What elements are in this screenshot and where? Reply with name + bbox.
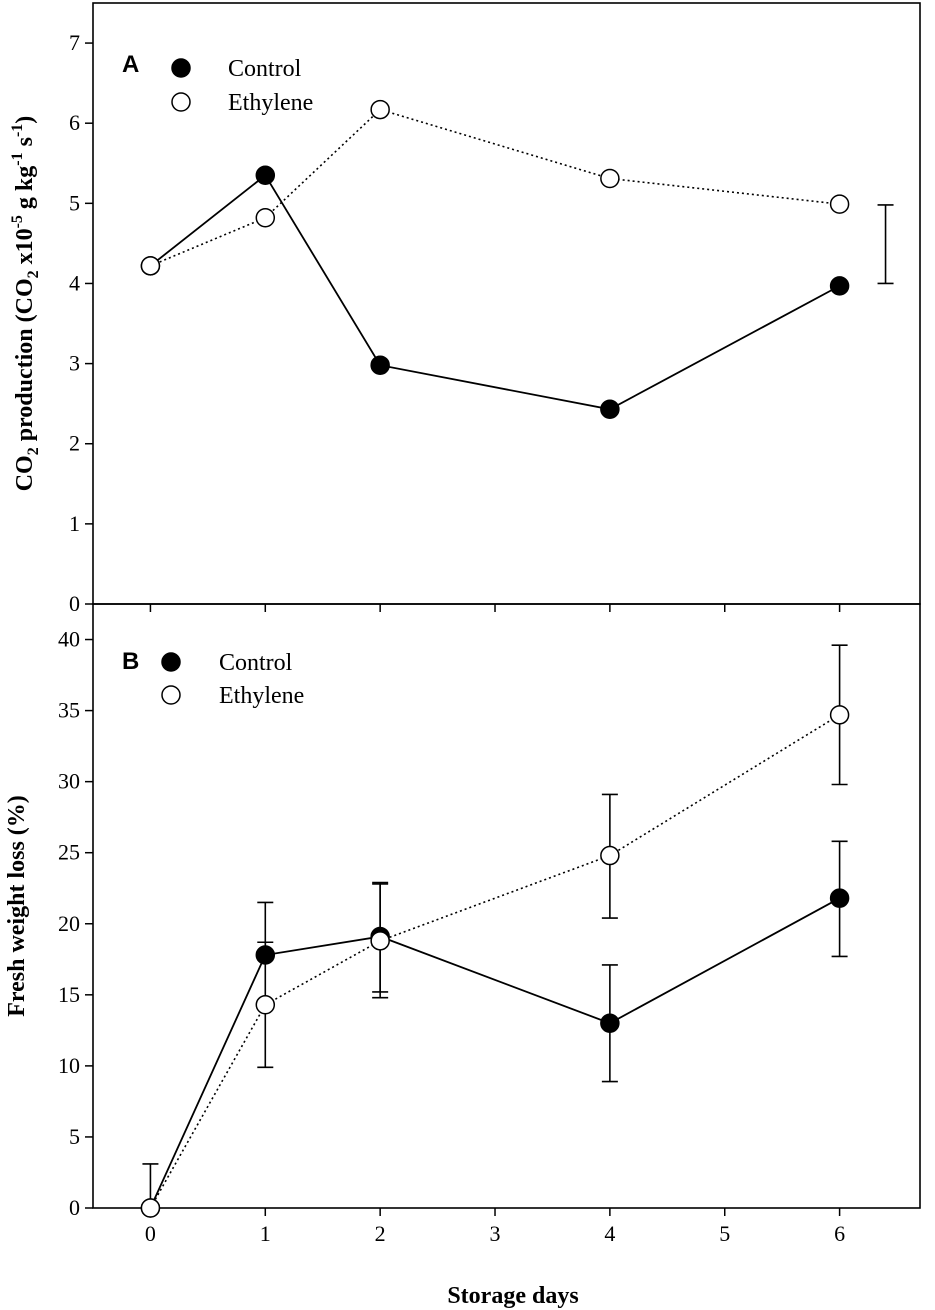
x-tick-label: 3 (490, 1221, 501, 1246)
legend-label-control: Control (219, 650, 293, 676)
legend-marker-ethylene (171, 92, 191, 112)
x-tick-label: 2 (375, 1221, 386, 1246)
y-tick-label: 35 (58, 698, 80, 723)
y-axis-title: Fresh weight loss (%) (4, 795, 30, 1017)
legend-marker-control (161, 652, 181, 672)
legend-label-control: Control (228, 56, 302, 82)
x-tick-label: 1 (260, 1221, 271, 1246)
legend-marker-control (171, 58, 191, 78)
data-point-control (829, 888, 850, 908)
y-tick-label: 4 (69, 270, 80, 295)
y-tick-label: 1 (69, 511, 80, 536)
plot-frame (92, 2, 921, 605)
y-tick-label: 20 (58, 911, 80, 936)
panel-label: A (122, 51, 139, 78)
series-line-ethylene (149, 714, 841, 1209)
y-tick-label: 3 (69, 351, 80, 376)
data-point-control (370, 355, 390, 375)
plot-frame (92, 603, 921, 1209)
y-tick-label: 10 (58, 1053, 80, 1078)
x-tick-label: 4 (604, 1221, 615, 1246)
x-axis-title: Storage days (447, 1283, 578, 1309)
y-tick-label: 7 (69, 30, 80, 55)
y-tick-label: 6 (69, 110, 80, 135)
data-point-ethylene (370, 99, 390, 120)
y-tick-label: 40 (58, 627, 80, 652)
data-point-control (255, 945, 276, 965)
series-line-control (149, 173, 841, 411)
data-point-ethylene (829, 705, 850, 725)
y-tick-label: 2 (69, 431, 80, 456)
data-point-ethylene (255, 208, 276, 228)
panel-a: 0 1 2 3 4 5 6 7 CO2 production (CO2 x10-5 g kg-1… (9, 2, 921, 616)
legend-marker-ethylene (161, 685, 181, 705)
data-point-ethylene (255, 995, 276, 1015)
panel-b: 0 5 10 15 20 25 30 35 40 0 1 2 3 4 5 6 Fresh weight loss… (4, 603, 921, 1246)
y-tick-label: 5 (69, 1124, 80, 1149)
y-tick-label: 30 (58, 769, 80, 794)
data-point-control (600, 1013, 620, 1033)
data-point-control (255, 165, 276, 186)
y-axis-title: CO2 production (CO2 x10-5 g kg-1 s-1) (9, 116, 42, 492)
data-point-ethylene (600, 845, 620, 866)
data-point-ethylene (370, 931, 390, 951)
y-tick-label: 0 (69, 591, 80, 616)
data-point-control (829, 276, 850, 296)
panel-label: B (122, 648, 139, 675)
y-tick-label: 0 (69, 1195, 80, 1220)
data-point-ethylene (829, 194, 850, 214)
y-tick-label: 25 (58, 840, 80, 865)
series-line-ethylene (150, 108, 840, 267)
x-tick-label: 6 (834, 1221, 845, 1246)
legend-label-ethylene: Ethylene (219, 683, 304, 709)
series-line-control (149, 897, 841, 1209)
legend-label-ethylene: Ethylene (228, 90, 313, 116)
y-tick-label: 15 (58, 982, 80, 1007)
data-point-ethylene (600, 168, 620, 189)
y-tick-label: 5 (69, 190, 80, 215)
data-point-ethylene (140, 256, 161, 276)
data-point-control (600, 399, 620, 420)
x-tick-label: 0 (145, 1221, 156, 1246)
x-tick-label: 5 (719, 1221, 730, 1246)
data-point-ethylene (140, 1198, 161, 1218)
